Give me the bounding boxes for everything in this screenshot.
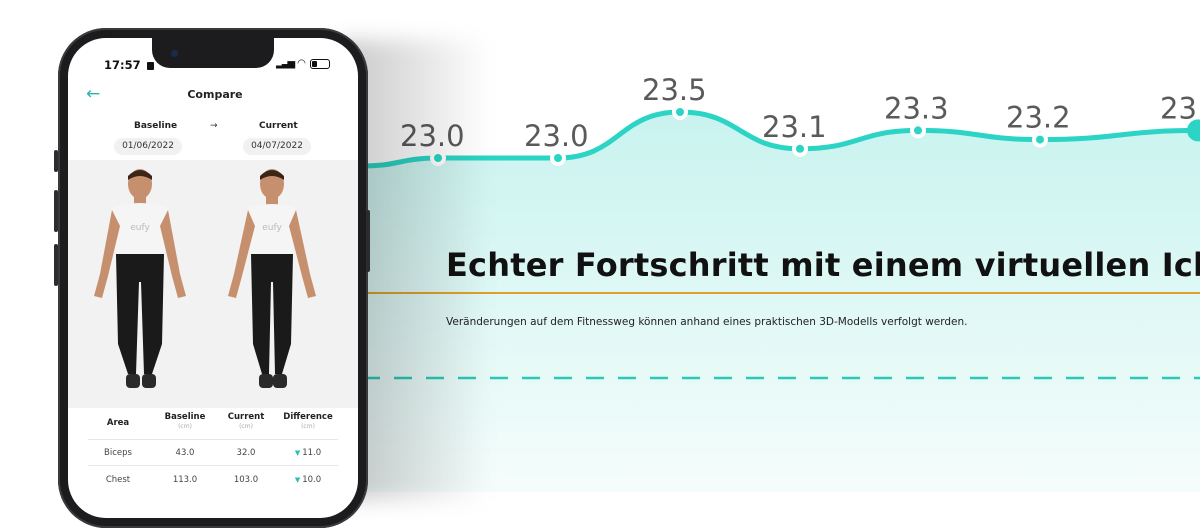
chart-data-label: 23.0 — [524, 119, 589, 153]
phone-power-button — [366, 210, 370, 272]
row-chest-area: Chest — [105, 475, 131, 485]
battery-icon — [309, 58, 330, 69]
phone-volume-down — [54, 244, 58, 286]
nav-title: Compare — [187, 88, 243, 101]
divider-rule — [362, 292, 1200, 294]
chart-data-label: 23.5 — [642, 73, 707, 107]
table-unit-current: (cm) — [239, 423, 253, 430]
status-time: 17:57 — [104, 58, 154, 72]
chart-data-point — [430, 150, 446, 166]
status-icons: ▂▃▅ ◠ — [276, 58, 330, 69]
row-chest-difference-value: 10.0 — [302, 475, 322, 485]
wifi-icon: ◠ — [297, 58, 306, 69]
table-unit-difference: (cm) — [301, 423, 315, 430]
arrow-right-icon: → — [210, 121, 218, 131]
table-header-baseline: Baseline (cm) — [160, 412, 210, 430]
baseline-date-button[interactable]: 01/06/2022 — [114, 138, 182, 155]
table-header-baseline-text: Baseline — [164, 412, 206, 422]
row-biceps-current: 32.0 — [236, 448, 256, 458]
row-divider — [88, 439, 338, 440]
chart-data-point — [550, 150, 566, 166]
chart-data-label: 23.3 — [884, 91, 949, 125]
headline: Echter Fortschritt mit einem virtuellen … — [446, 246, 1200, 284]
chart-data-point — [1187, 119, 1200, 142]
baseline-label: Baseline — [134, 121, 178, 131]
back-arrow-icon[interactable]: ← — [86, 84, 101, 104]
status-time-text: 17:57 — [104, 58, 141, 72]
chart-data-label: 23.0 — [400, 119, 465, 153]
row-divider — [88, 465, 338, 466]
chart-data-point — [910, 122, 926, 139]
weight-trend-chart: 23.0 23.0 23.5 23.1 23.3 23.2 23.3 — [359, 73, 1200, 492]
row-chest-baseline: 113.0 — [172, 475, 198, 485]
row-biceps-baseline: 43.0 — [175, 448, 195, 458]
row-biceps-difference-value: 11.0 — [302, 448, 322, 458]
row-biceps-difference: ▼ 11.0 — [278, 448, 338, 458]
row-biceps-area: Biceps — [104, 448, 132, 458]
table-header-current-text: Current — [227, 412, 265, 422]
chart-data-label: 23.3 — [1160, 91, 1200, 125]
current-avatar[interactable]: eufy — [222, 164, 322, 400]
chart-data-point — [1032, 131, 1048, 148]
chart-data-label: 23.1 — [762, 110, 827, 144]
chart-data-label: 23.2 — [1006, 101, 1071, 135]
table-header-difference: Difference (cm) — [278, 412, 338, 430]
lock-icon — [146, 62, 154, 70]
signal-icon: ▂▃▅ — [276, 58, 295, 69]
row-chest-difference: ▼ 10.0 — [278, 475, 338, 485]
table-header-area: Area — [106, 418, 130, 428]
current-date-button[interactable]: 04/07/2022 — [243, 138, 311, 155]
table-header-difference-text: Difference — [283, 412, 333, 422]
decrease-triangle-icon: ▼ — [294, 449, 301, 457]
baseline-avatar[interactable]: eufy — [90, 164, 190, 400]
camera-icon — [171, 50, 178, 57]
phone-mute-switch — [54, 150, 58, 172]
table-unit-baseline: (cm) — [178, 423, 192, 430]
row-chest-current: 103.0 — [233, 475, 259, 485]
chart-data-point — [792, 140, 808, 157]
chart-data-point — [672, 104, 688, 120]
chart-area-fill — [362, 112, 1200, 492]
phone-volume-up — [54, 190, 58, 232]
decrease-triangle-icon: ▼ — [294, 476, 301, 484]
current-label: Current — [259, 121, 298, 131]
shirt-logo: eufy — [262, 223, 282, 233]
table-header-current: Current (cm) — [221, 412, 271, 430]
subheadline: Veränderungen auf dem Fitnessweg können … — [446, 316, 968, 328]
shirt-logo: eufy — [130, 223, 150, 233]
